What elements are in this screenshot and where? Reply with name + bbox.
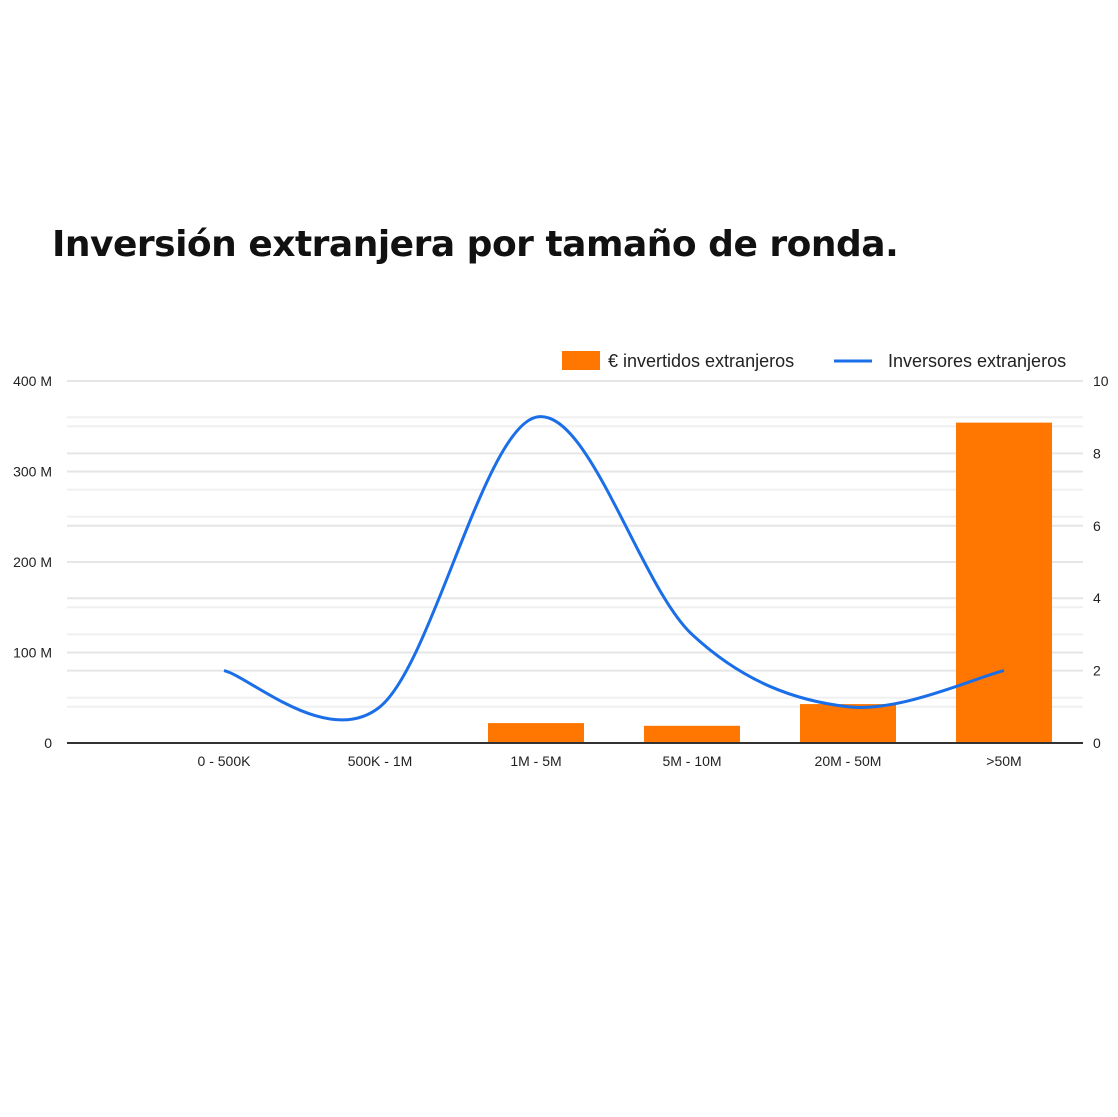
x-tick-label: 5M - 10M: [662, 753, 721, 769]
right-tick-label: 2: [1093, 663, 1101, 679]
legend-swatch-bars: [562, 351, 600, 370]
bar: [644, 725, 740, 743]
left-tick-label: 0: [44, 735, 52, 751]
right-tick-label: 10: [1093, 373, 1109, 389]
right-tick-label: 0: [1093, 735, 1101, 751]
left-tick-label: 200 M: [13, 554, 52, 570]
legend-label-bars: € invertidos extranjeros: [608, 351, 794, 371]
bar: [800, 704, 896, 743]
x-tick-label: 0 - 500K: [198, 753, 252, 769]
x-tick-label: >50M: [986, 753, 1021, 769]
bar: [488, 723, 584, 743]
left-tick-label: 100 M: [13, 645, 52, 661]
bar: [956, 422, 1052, 743]
chart-title: Inversión extranjera por tamaño de ronda…: [52, 224, 899, 265]
x-tick-label: 20M - 50M: [815, 753, 882, 769]
x-tick-label: 1M - 5M: [510, 753, 561, 769]
legend-label-line: Inversores extranjeros: [888, 351, 1066, 371]
left-tick-label: 300 M: [13, 464, 52, 480]
line-series: [223, 415, 1005, 722]
right-tick-label: 6: [1093, 518, 1101, 534]
x-tick-label: 500K - 1M: [348, 753, 413, 769]
right-tick-label: 8: [1093, 445, 1101, 461]
right-tick-label: 4: [1093, 590, 1101, 606]
left-tick-label: 400 M: [13, 373, 52, 389]
